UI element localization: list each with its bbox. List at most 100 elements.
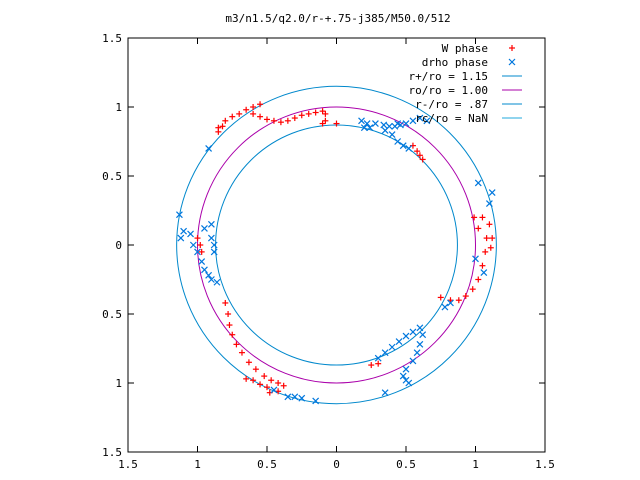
point-cross [402,332,410,340]
point-cross [485,200,493,208]
point-plus [319,108,326,115]
point-plus [250,377,257,384]
point-plus [319,120,326,127]
point-plus [284,117,291,124]
point-plus [250,110,257,117]
point-cross [423,117,431,125]
point-cross [207,276,215,283]
legend-label: W phase [442,42,488,55]
point-plus [333,120,340,127]
point-cross [381,349,389,357]
point-cross [472,255,479,263]
point-plus [275,380,282,386]
point-plus [368,362,375,369]
point-plus [250,104,257,110]
point-cross [360,124,368,132]
point-plus [257,381,264,388]
point-plus [215,128,222,135]
point-plus [226,322,233,329]
y-tick-label: 0 [115,239,122,252]
point-plus [475,276,482,283]
point-cross [416,340,424,348]
point-plus [298,112,305,119]
point-cross [405,144,413,152]
x-tick-label: 1.5 [535,458,555,471]
point-plus [238,349,245,356]
point-cross [213,278,221,286]
x-tick-label: 1.5 [118,458,138,471]
point-plus [197,242,204,248]
point-plus [264,116,270,123]
legend-label: r+/ro = 1.15 [409,70,488,83]
point-cross [399,372,407,380]
reference-circles [176,85,497,405]
point-plus [277,119,284,126]
point-plus [219,123,226,130]
point-cross [394,120,402,127]
point-cross [180,227,188,235]
point-cross [358,117,365,125]
circle-0 [176,85,497,405]
point-plus [312,109,319,116]
point-cross [399,142,407,150]
point-plus [469,286,476,293]
point-cross [177,234,185,242]
point-plus [482,248,489,255]
point-plus [483,235,490,242]
circle-1 [197,106,476,384]
point-plus [416,152,423,159]
point-cross [409,117,417,125]
point-cross [284,393,292,401]
legend-label: drho phase [422,56,488,69]
point-plus [225,311,232,317]
point-plus [245,359,252,366]
point-cross [176,211,183,219]
point-cross [405,379,413,387]
point-cross [363,120,371,127]
point-plus [233,341,240,348]
point-plus [475,225,482,232]
point-plus [222,299,229,306]
point-cross [413,349,421,357]
point-plus [280,382,287,389]
y-tick-label: 1 [115,377,122,390]
x-tick-label: 0 [333,458,340,471]
point-cross [380,121,388,129]
point-plus [252,366,259,373]
point-plus [462,293,469,300]
point-cross [201,266,208,274]
point-plus [375,360,382,367]
point-plus [489,235,496,242]
point-cross [394,138,402,145]
legend-marker [508,58,516,66]
point-cross [189,241,197,249]
point-cross [447,299,454,307]
point-plus [479,262,486,269]
point-cross [291,393,299,401]
point-cross [402,365,410,373]
x-tick-label: 1 [194,458,201,471]
point-plus [322,110,329,117]
point-cross [312,397,320,405]
point-cross [374,354,382,362]
point-cross [488,189,496,196]
point-plus [194,235,201,242]
point-plus [291,115,298,122]
y-tick-label: 0.5 [102,308,122,321]
y-tick-label: 1.5 [102,446,122,459]
point-cross [395,338,403,346]
point-cross [207,234,215,242]
point-cross [194,248,201,256]
legend-label: ro/ro = 1.00 [409,84,488,97]
point-cross [381,127,389,134]
point-plus [414,148,421,155]
point-plus [222,117,229,124]
point-cross [416,114,424,122]
point-cross [187,230,194,238]
point-cross [388,131,396,139]
legend-label: rc/ro = NaN [415,112,488,125]
point-cross [210,241,218,249]
legend-label: r-/ro = .87 [415,98,488,111]
x-tick-label: 1 [472,458,479,471]
